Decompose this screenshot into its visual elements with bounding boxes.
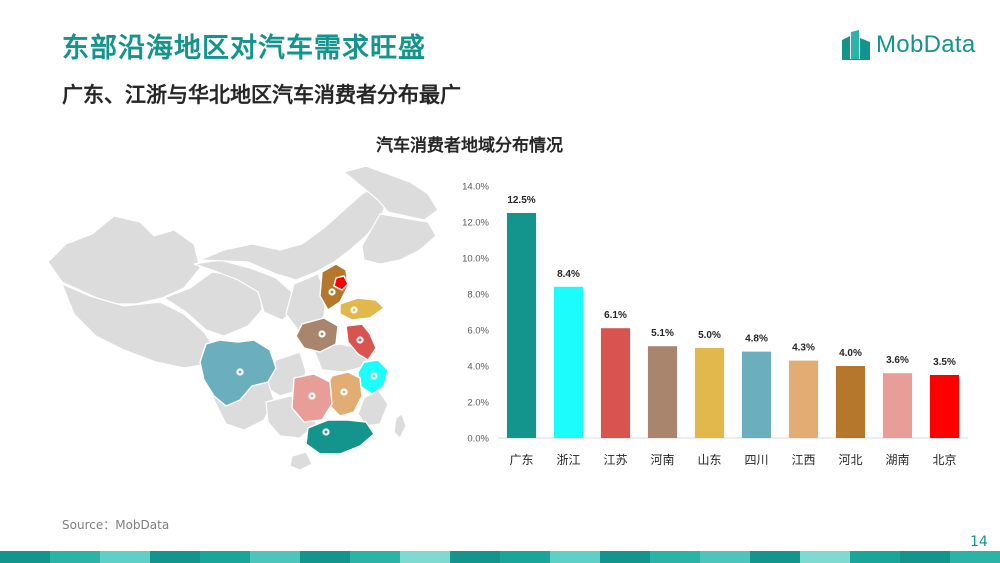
building-logo-icon [842, 30, 870, 60]
page-subtitle: 广东、江浙与华北地区汽车消费者分布最广 [62, 83, 461, 107]
stripe-segment [550, 551, 600, 563]
bar-10 [929, 375, 960, 438]
map-region [319, 263, 349, 311]
stripe-segment [200, 551, 250, 563]
x-category-label: 湖南 [885, 452, 909, 467]
source-note: Source：MobData [62, 518, 170, 532]
stripe-segment [400, 551, 450, 563]
map-region [333, 275, 349, 291]
y-tick-label: 10.0% [462, 254, 489, 265]
bar-1 [506, 213, 537, 438]
map-region [339, 297, 386, 321]
stripe-segment [50, 551, 100, 563]
page-title: 东部沿海地区对汽车需求旺盛 [62, 33, 426, 64]
stripe-segment [750, 551, 800, 563]
x-category-label: 广东 [509, 453, 533, 467]
bar-value-label: 3.5% [933, 357, 956, 368]
y-tick-label: 14.0% [462, 182, 489, 193]
x-category-label: 河北 [838, 453, 862, 467]
bar-3 [600, 328, 631, 438]
bar-5 [694, 348, 725, 438]
x-category-label: 江西 [791, 453, 815, 467]
bar-9 [882, 373, 913, 438]
bar-6 [741, 351, 772, 438]
stripe-segment [0, 551, 50, 563]
stripe-segment [150, 551, 200, 563]
stripe-segment [450, 551, 500, 563]
y-tick-label: 0.0% [467, 434, 489, 445]
bar-4 [647, 346, 678, 438]
y-tick-label: 8.0% [467, 290, 489, 301]
footer-stripe [0, 551, 1000, 563]
stripe-segment [600, 551, 650, 563]
bar-chart: 0.0% 2.0% 4.0% 6.0% 8.0% 10.0% 12.0% 14.0% 12.5%… [462, 182, 968, 467]
stripe-segment [500, 551, 550, 563]
bar-value-label: 4.8% [745, 334, 768, 345]
stripe-segment [850, 551, 900, 563]
bar-2 [553, 286, 584, 438]
bar-value-label: 5.1% [651, 328, 674, 339]
stripe-segment [950, 551, 1000, 563]
x-category-label: 山东 [697, 453, 721, 467]
map-region [295, 317, 339, 353]
x-category-label: 四川 [744, 453, 768, 467]
y-tick-label: 2.0% [467, 398, 489, 409]
map-region [305, 419, 375, 455]
x-category-label: 北京 [932, 453, 956, 467]
stripe-segment [800, 551, 850, 563]
x-category-label: 江苏 [603, 453, 627, 467]
chart-title: 汽车消费者地域分布情况 [376, 136, 563, 156]
bar-value-label: 12.5% [507, 195, 535, 206]
stripe-segment [350, 551, 400, 563]
bar-value-label: 6.1% [604, 310, 627, 321]
page-number: 14 [970, 534, 988, 550]
bar-value-label: 5.0% [698, 330, 721, 341]
bar-value-label: 4.3% [792, 343, 815, 354]
stripe-segment [250, 551, 300, 563]
bar-value-label: 3.6% [886, 355, 909, 366]
stripe-segment [100, 551, 150, 563]
bar-7 [788, 360, 819, 438]
stripe-segment [700, 551, 750, 563]
stripe-segment [900, 551, 950, 563]
map-base-regions [47, 165, 439, 471]
china-map [47, 165, 439, 471]
stripe-segment [300, 551, 350, 563]
mobdata-logo: MobData [842, 30, 975, 60]
y-tick-label: 12.0% [462, 218, 489, 229]
y-tick-label: 6.0% [467, 326, 489, 337]
y-tick-label: 4.0% [467, 362, 489, 373]
x-category-label: 浙江 [556, 453, 580, 467]
bar-value-label: 4.0% [839, 348, 862, 359]
bar-8 [835, 366, 866, 438]
logo-text: MobData [876, 31, 976, 58]
stripe-segment [650, 551, 700, 563]
x-category-label: 河南 [650, 452, 674, 467]
bar-value-label: 8.4% [557, 269, 580, 280]
